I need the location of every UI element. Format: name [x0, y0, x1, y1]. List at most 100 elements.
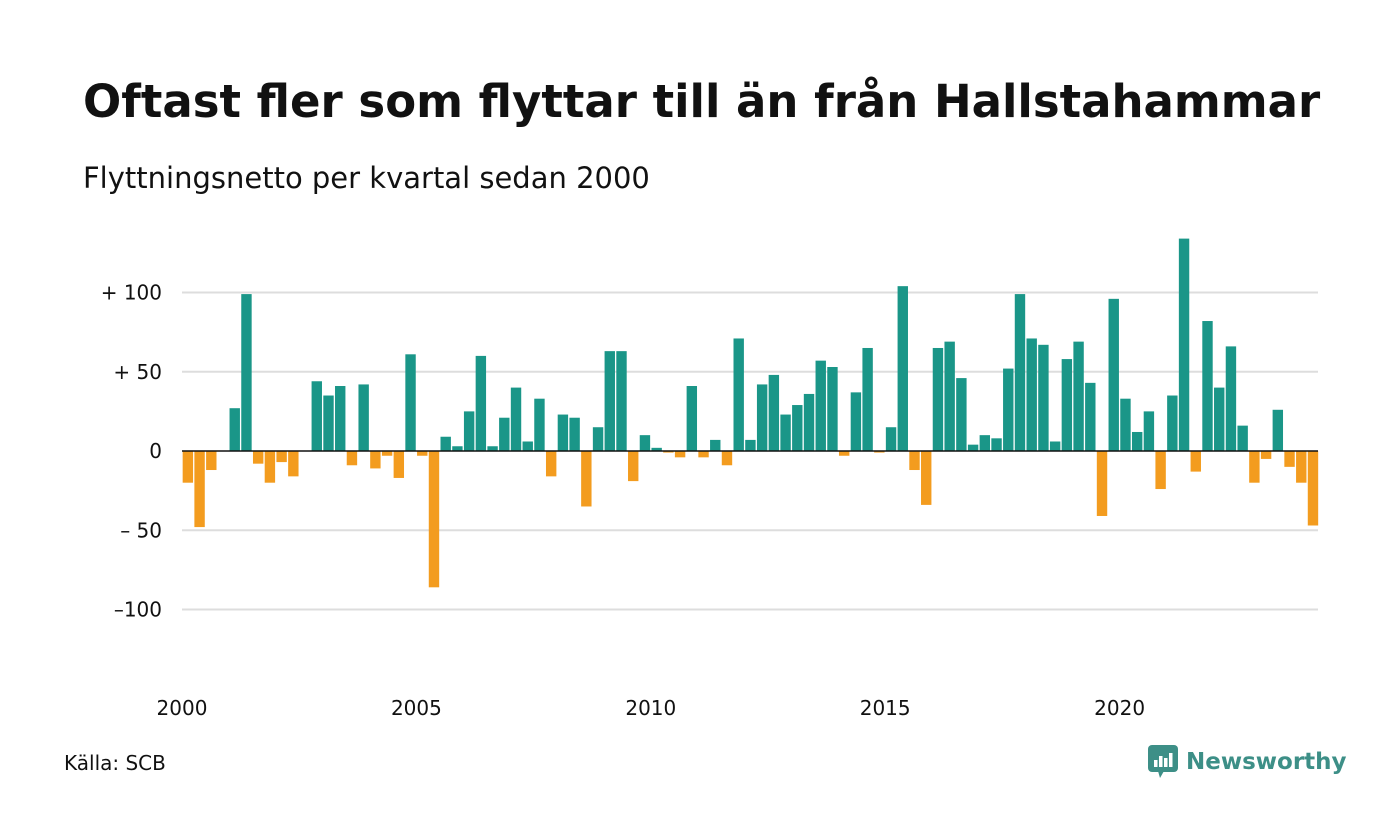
bar [1190, 451, 1201, 472]
bar [628, 451, 639, 482]
bar [569, 417, 580, 451]
bar [1120, 398, 1131, 451]
bar [756, 384, 768, 451]
bar [522, 441, 533, 451]
bar [252, 451, 264, 464]
bar [698, 451, 709, 458]
bar [979, 435, 991, 451]
bar [1061, 359, 1073, 451]
bar [499, 417, 510, 451]
bar [358, 384, 369, 451]
bar [592, 427, 604, 451]
bar [440, 436, 451, 452]
bar [1307, 451, 1319, 526]
bar [1003, 368, 1014, 451]
bar [323, 395, 334, 451]
bar [487, 446, 498, 451]
bar [311, 381, 322, 451]
bar [663, 451, 674, 453]
brand-name: Newsworthy [1186, 749, 1347, 775]
bar [1038, 344, 1049, 451]
bar [768, 374, 780, 451]
bar [1225, 346, 1237, 451]
bar [557, 414, 569, 451]
bar [1108, 298, 1119, 451]
x-tick-label: 2020 [1094, 696, 1145, 720]
bars [182, 238, 1319, 588]
bar [897, 286, 908, 451]
y-tick-label: –100 [114, 598, 162, 622]
bar [1096, 451, 1108, 516]
bar [710, 439, 721, 451]
bar [885, 427, 897, 451]
bar [393, 451, 405, 478]
bar [745, 439, 756, 451]
bar [1178, 238, 1190, 451]
bar [944, 341, 955, 451]
bar [1214, 387, 1225, 451]
bar [792, 405, 803, 451]
bar [475, 355, 487, 451]
bar [803, 393, 815, 451]
bar [1143, 411, 1155, 452]
x-tick-label: 2010 [625, 696, 676, 720]
bar [1073, 341, 1084, 451]
bar [405, 354, 416, 451]
x-tick-label: 2005 [391, 696, 442, 720]
bar [545, 451, 557, 477]
bar [417, 451, 428, 456]
source-note: Källa: SCB [64, 751, 166, 775]
bar [780, 414, 791, 451]
bar [288, 451, 299, 477]
bar [534, 398, 545, 451]
bar [967, 444, 979, 451]
bar [1272, 409, 1284, 451]
bar [241, 294, 252, 451]
bar [956, 378, 967, 451]
bar [686, 386, 698, 451]
bar [1049, 441, 1061, 451]
bar [264, 451, 276, 483]
y-tick-label: 0 [149, 439, 162, 463]
bar [932, 347, 944, 451]
bar [1014, 294, 1026, 451]
bar [428, 451, 440, 588]
bar [604, 351, 615, 451]
bar [1085, 382, 1096, 452]
y-axis-labels: + 100 + 50 0 – 50 –100 [101, 281, 162, 622]
bar [733, 338, 744, 451]
bar [452, 446, 463, 451]
y-tick-label: – 50 [120, 518, 162, 542]
bar [370, 451, 381, 469]
bar [335, 386, 346, 451]
bar [1284, 451, 1295, 467]
y-tick-label: + 50 [113, 360, 162, 384]
chart-title: Oftast fler som flyttar till än från Hal… [83, 75, 1321, 128]
bar [674, 451, 686, 458]
bar [921, 451, 932, 505]
x-axis-labels: 2000 2005 2010 2015 2020 [157, 696, 1146, 720]
bar [182, 451, 194, 483]
bar [827, 367, 838, 451]
bar [1026, 338, 1037, 451]
bar [1249, 451, 1260, 483]
bar [909, 451, 920, 471]
x-tick-label: 2000 [157, 696, 208, 720]
gridlines [182, 291, 1318, 611]
bar [463, 411, 475, 452]
bar [1131, 431, 1143, 451]
bar-chart: + 100 + 50 0 – 50 –100 2000 2005 2010 2015 2020 [101, 238, 1319, 720]
bar [721, 451, 733, 466]
bar [510, 387, 522, 451]
bar [639, 435, 651, 451]
bar [1296, 451, 1307, 483]
bar [229, 408, 240, 451]
x-tick-label: 2015 [860, 696, 911, 720]
bar [1202, 321, 1213, 451]
newsworthy-logo-icon [1148, 745, 1178, 778]
bar [651, 447, 662, 451]
bar [276, 451, 287, 463]
bar [206, 451, 217, 471]
bar [1155, 451, 1166, 490]
bar [616, 351, 627, 451]
